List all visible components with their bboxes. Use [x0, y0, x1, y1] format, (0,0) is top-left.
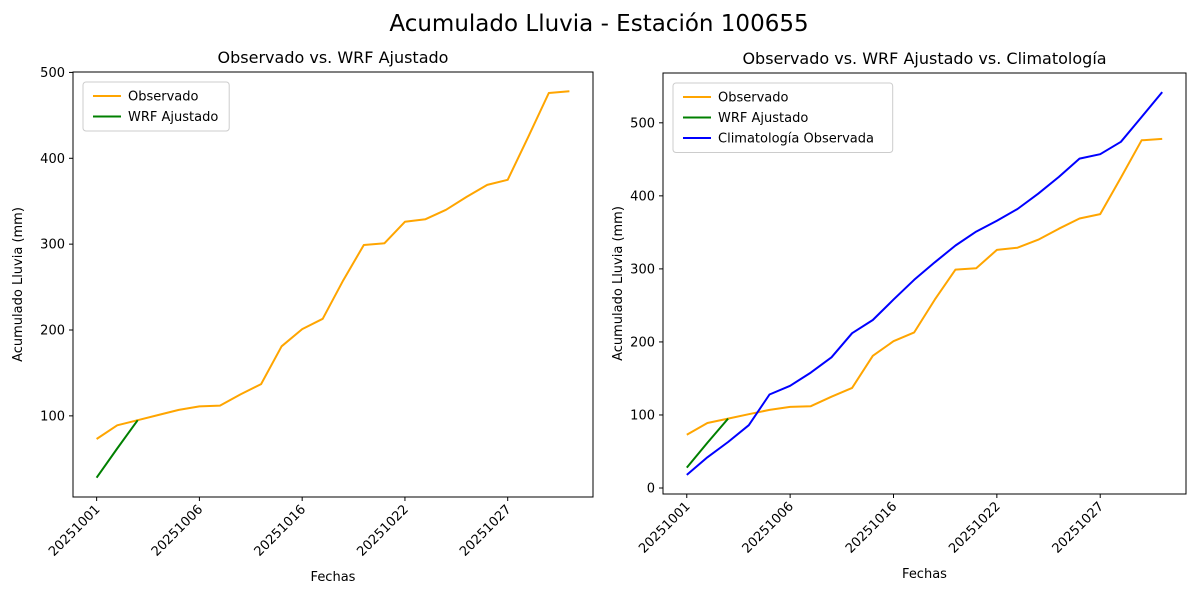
- legend-label: WRF Ajustado: [128, 110, 218, 125]
- x-axis-label: Fechas: [902, 567, 947, 582]
- x-tick-label: 20251022: [354, 502, 411, 559]
- y-tick-label: 500: [40, 66, 65, 81]
- y-tick-label: 400: [40, 152, 65, 167]
- line-observado: [686, 137, 1163, 436]
- legend-box: [82, 81, 230, 132]
- figure-title: Acumulado Lluvia - Estación 100655: [389, 11, 808, 37]
- x-tick-label: 20251022: [946, 499, 1003, 556]
- y-axis: 100 200 300 400 500: [40, 66, 73, 424]
- y-axis-label: Acumulado Lluvia (mm): [611, 206, 626, 361]
- line-climatolog-a-observada: [686, 91, 1163, 476]
- line-wrf-ajustado: [686, 417, 729, 469]
- y-tick-label: 500: [630, 116, 655, 131]
- y-tick-label: 200: [40, 324, 65, 339]
- legend-label: WRF Ajustado: [718, 111, 808, 126]
- chart-title: Observado vs. WRF Ajustado: [218, 48, 449, 67]
- x-tick-label: 20251001: [46, 502, 103, 559]
- x-tick-label: 20251001: [636, 499, 693, 556]
- legend-box: [672, 82, 894, 153]
- legend-label: Climatología Observada: [718, 132, 874, 147]
- legend: Observado WRF Ajustado Climatología Observ…: [672, 82, 894, 153]
- y-axis: 0 100 200 300 400 500: [630, 116, 663, 497]
- right-chart: 0 100 200 300 400 500 20251001 20251006 20251016…: [611, 49, 1187, 582]
- line-observado: [96, 90, 570, 440]
- x-tick-label: 20251016: [843, 499, 900, 556]
- chart-title: Observado vs. WRF Ajustado vs. Climatolo…: [742, 49, 1106, 68]
- legend: Observado WRF Ajustado: [82, 81, 230, 132]
- x-axis: 20251001 20251006 20251016 20251022 20251027: [46, 497, 515, 560]
- x-tick-label: 20251006: [740, 499, 797, 556]
- y-tick-label: 200: [630, 335, 655, 350]
- x-tick-label: 20251027: [1050, 499, 1107, 556]
- line-wrf-ajustado: [95, 419, 139, 479]
- y-tick-label: 100: [630, 408, 655, 423]
- legend-label: Observado: [718, 91, 789, 106]
- y-tick-label: 300: [40, 238, 65, 253]
- y-tick-label: 400: [630, 189, 655, 204]
- x-tick-label: 20251006: [149, 502, 206, 559]
- y-tick-label: 0: [647, 482, 655, 497]
- x-axis: 20251001 20251006 20251016 20251022 20251027: [636, 494, 1107, 557]
- y-tick-label: 100: [40, 409, 65, 424]
- x-axis-label: Fechas: [311, 570, 356, 585]
- x-tick-label: 20251027: [457, 502, 514, 559]
- y-tick-label: 300: [630, 262, 655, 277]
- x-tick-label: 20251016: [252, 502, 309, 559]
- axes-frame: [72, 71, 594, 498]
- legend-label: Observado: [128, 90, 199, 105]
- axes-frame: [662, 72, 1187, 495]
- y-axis-label: Acumulado Lluvia (mm): [11, 207, 26, 362]
